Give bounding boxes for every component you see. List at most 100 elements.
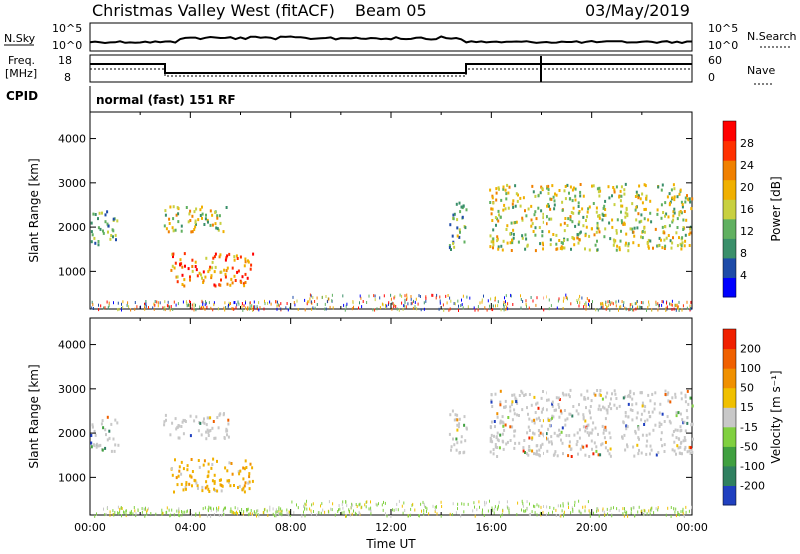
echo-cell	[510, 403, 513, 406]
clutter-cell	[246, 307, 248, 311]
echo-cell	[647, 244, 650, 248]
echo-cell	[172, 252, 175, 256]
clutter-cell	[185, 300, 187, 304]
clutter-cell	[529, 502, 530, 506]
echo-cell	[550, 217, 553, 221]
echo-cell	[626, 425, 629, 429]
echo-cell	[667, 391, 670, 395]
clutter-cell	[520, 298, 522, 301]
clutter-cell	[508, 511, 510, 515]
echo-cell	[637, 212, 640, 216]
echo-cell	[573, 243, 576, 247]
echo-cell	[207, 462, 210, 466]
echo-cell	[247, 260, 250, 264]
echo-cell	[566, 238, 569, 242]
x-tick-label: 20:00	[576, 521, 608, 534]
echo-cell	[501, 248, 504, 252]
echo-cell	[640, 219, 643, 223]
echo-cell	[172, 217, 175, 221]
clutter-cell	[548, 511, 550, 515]
echo-cell	[494, 392, 497, 396]
clutter-cell	[391, 307, 393, 311]
echo-cell	[456, 423, 459, 427]
echo-cell	[620, 229, 622, 233]
clutter-cell	[627, 514, 629, 518]
echo-cell	[638, 448, 640, 452]
clutter-cell	[402, 307, 404, 311]
clutter-cell	[640, 510, 642, 514]
echo-cell	[596, 224, 599, 228]
echo-cell	[504, 188, 507, 192]
echo-cell	[525, 214, 528, 218]
clutter-cell	[428, 512, 430, 516]
clutter-cell	[622, 512, 624, 516]
echo-cell	[116, 421, 119, 425]
clutter-cell	[126, 303, 128, 307]
echo-cell	[219, 283, 222, 287]
clutter-cell	[113, 301, 114, 305]
echo-cell	[243, 284, 246, 288]
echo-cell	[640, 213, 643, 217]
clutter-cell	[293, 511, 295, 515]
echo-cell	[530, 224, 533, 228]
clutter-cell	[479, 505, 480, 509]
echo-cell	[626, 212, 629, 216]
clutter-cell	[546, 505, 548, 509]
echo-cell	[178, 469, 181, 473]
echo-cell	[613, 389, 616, 393]
echo-cell	[575, 409, 578, 413]
clutter-cell	[259, 306, 261, 310]
echo-cell	[492, 246, 494, 250]
clutter-cell	[362, 300, 364, 303]
echo-cell	[244, 459, 247, 463]
echo-cell	[531, 436, 534, 440]
clutter-cell	[213, 301, 215, 305]
echo-cell	[515, 400, 518, 404]
clutter-cell	[130, 308, 132, 312]
clutter-cell	[275, 512, 277, 516]
echo-cell	[585, 444, 588, 448]
echo-cell	[206, 428, 209, 432]
clutter-cell	[164, 308, 166, 312]
x-tick-label: 00:00	[74, 521, 106, 534]
clutter-cell	[572, 509, 574, 513]
echo-cell	[186, 468, 189, 472]
clutter-cell	[582, 505, 584, 509]
echo-cell	[189, 434, 192, 438]
echo-cell	[671, 220, 674, 224]
clutter-cell	[674, 303, 676, 307]
echo-cell	[602, 214, 605, 217]
echo-cell	[595, 230, 598, 234]
echo-cell	[553, 199, 556, 203]
echo-cell	[490, 433, 493, 437]
echo-cell	[547, 191, 550, 195]
echo-cell	[563, 229, 566, 233]
echo-cell	[686, 197, 689, 201]
clutter-cell	[618, 509, 620, 513]
echo-cell	[547, 203, 550, 206]
clutter-cell	[655, 302, 657, 306]
clutter-cell	[556, 306, 558, 310]
echo-cell	[553, 203, 556, 207]
clutter-cell	[167, 300, 169, 304]
clutter-cell	[601, 301, 603, 305]
echo-cell	[528, 436, 531, 440]
echo-cell	[193, 478, 196, 482]
clutter-cell	[600, 302, 602, 306]
echo-cell	[623, 222, 626, 226]
clutter-cell	[250, 509, 252, 512]
clutter-cell	[600, 306, 602, 310]
echo-cell	[170, 467, 173, 470]
clutter-cell	[489, 499, 490, 503]
clutter-cell	[504, 303, 506, 306]
echo-cell	[524, 209, 526, 213]
clutter-cell	[310, 294, 312, 298]
clutter-cell	[121, 514, 122, 518]
clutter-cell	[508, 509, 510, 513]
echo-cell	[650, 220, 653, 224]
clutter-cell	[92, 303, 94, 307]
clutter-cell	[655, 300, 657, 304]
colorbar-swatch	[723, 199, 736, 220]
echo-cell	[553, 408, 556, 412]
clutter-cell	[286, 508, 288, 512]
